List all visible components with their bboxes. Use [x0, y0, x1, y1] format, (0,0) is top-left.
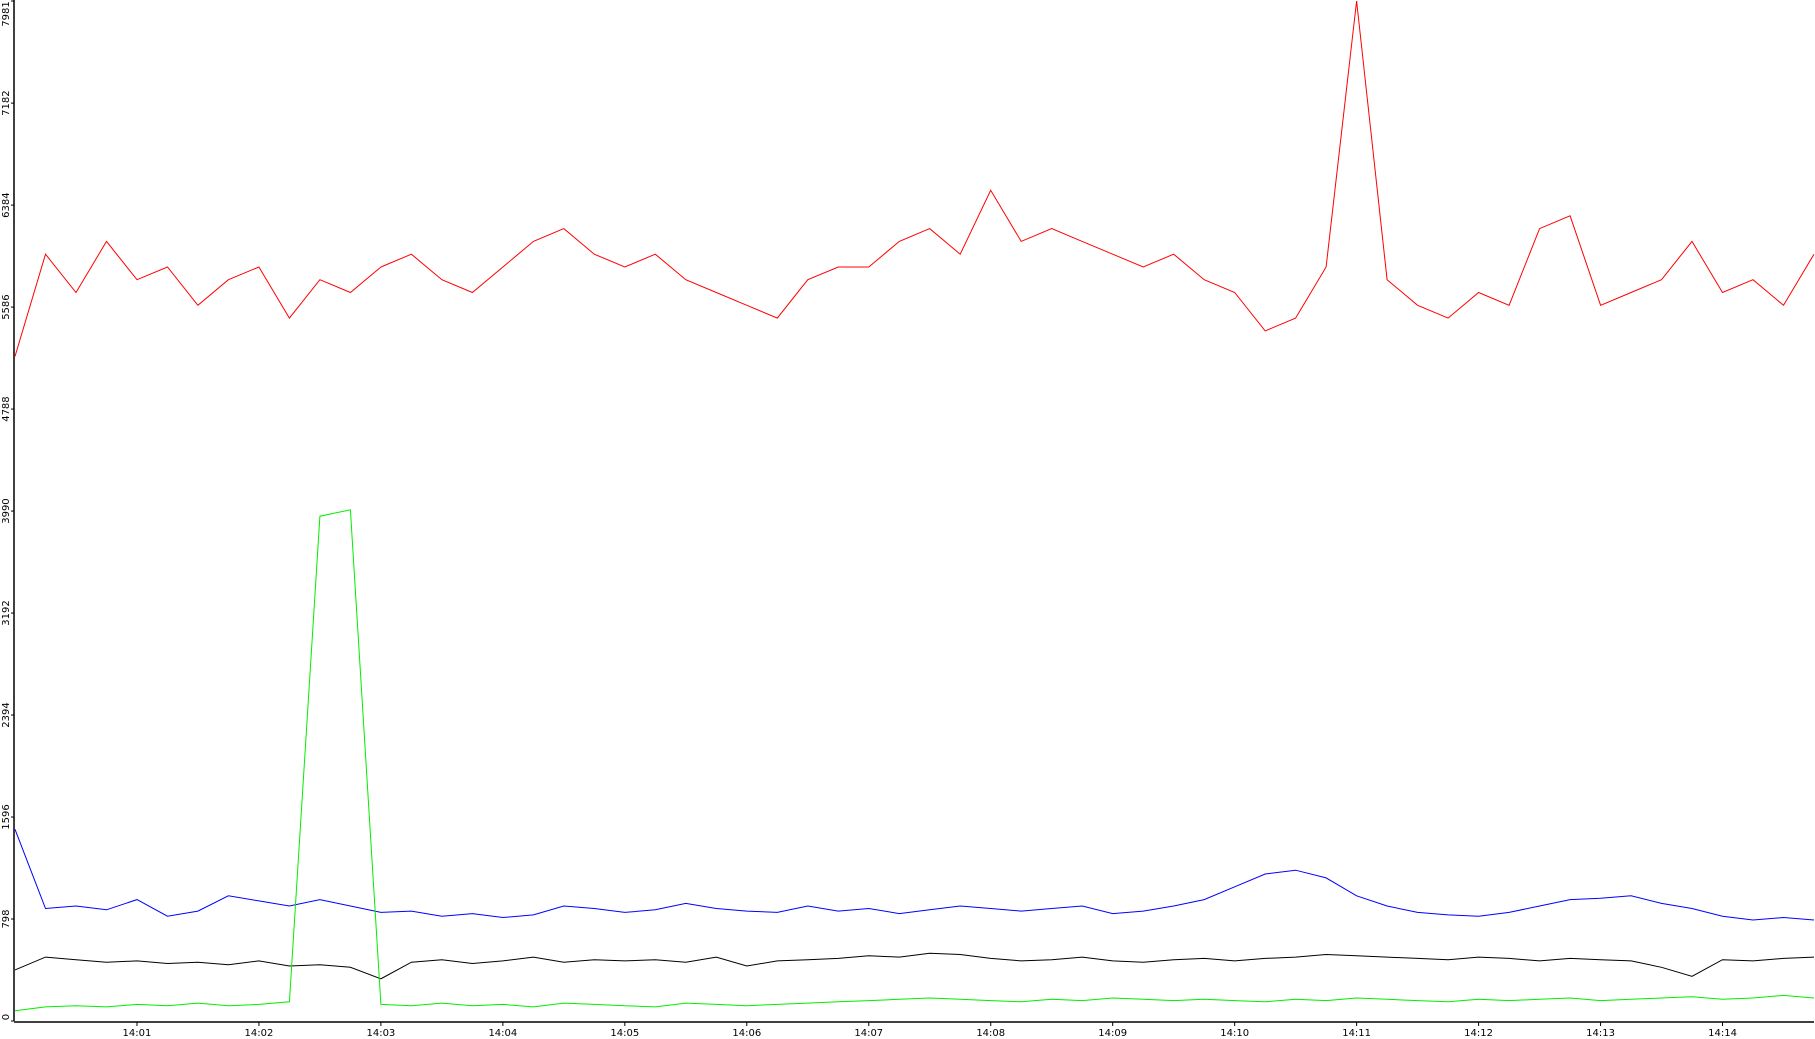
series-line: [14, 952, 1815, 980]
x-tick-label: 14:08: [976, 1028, 1005, 1039]
y-tick-label: 0: [1, 1014, 12, 1020]
y-tick-label: 3990: [1, 498, 12, 523]
y-tick-label: 4788: [1, 396, 12, 421]
series-line: [14, 0, 1815, 357]
x-tick-label: 14:05: [610, 1028, 639, 1039]
x-tick-label: 14:12: [1464, 1028, 1493, 1039]
x-tick-label: 14:03: [366, 1028, 395, 1039]
y-tick-label: 2394: [1, 702, 12, 727]
y-tick-label: 5586: [1, 294, 12, 319]
y-tick-label: 7182: [1, 90, 12, 115]
x-tick-label: 14:09: [1098, 1028, 1127, 1039]
x-tick-label: 14:06: [732, 1028, 761, 1039]
x-tick-label: 14:14: [1708, 1028, 1737, 1039]
x-tick-label: 14:07: [854, 1028, 883, 1039]
x-tick-label: 14:13: [1586, 1028, 1615, 1039]
y-tick-label: 6384: [1, 192, 12, 217]
x-tick-label: 14:10: [1220, 1028, 1249, 1039]
y-tick-label: 7981: [1, 1, 12, 26]
x-tick-label: 14:04: [488, 1028, 517, 1039]
y-tick-label: 3192: [1, 600, 12, 625]
x-tick-label: 14:11: [1342, 1028, 1371, 1039]
series-line: [14, 829, 1815, 921]
y-tick-label: 1596: [1, 804, 12, 829]
x-tick-label: 14:02: [245, 1028, 274, 1039]
x-tick-label: 14:01: [123, 1028, 152, 1039]
y-tick-label: 798: [1, 909, 12, 928]
series-line: [14, 509, 1815, 1012]
